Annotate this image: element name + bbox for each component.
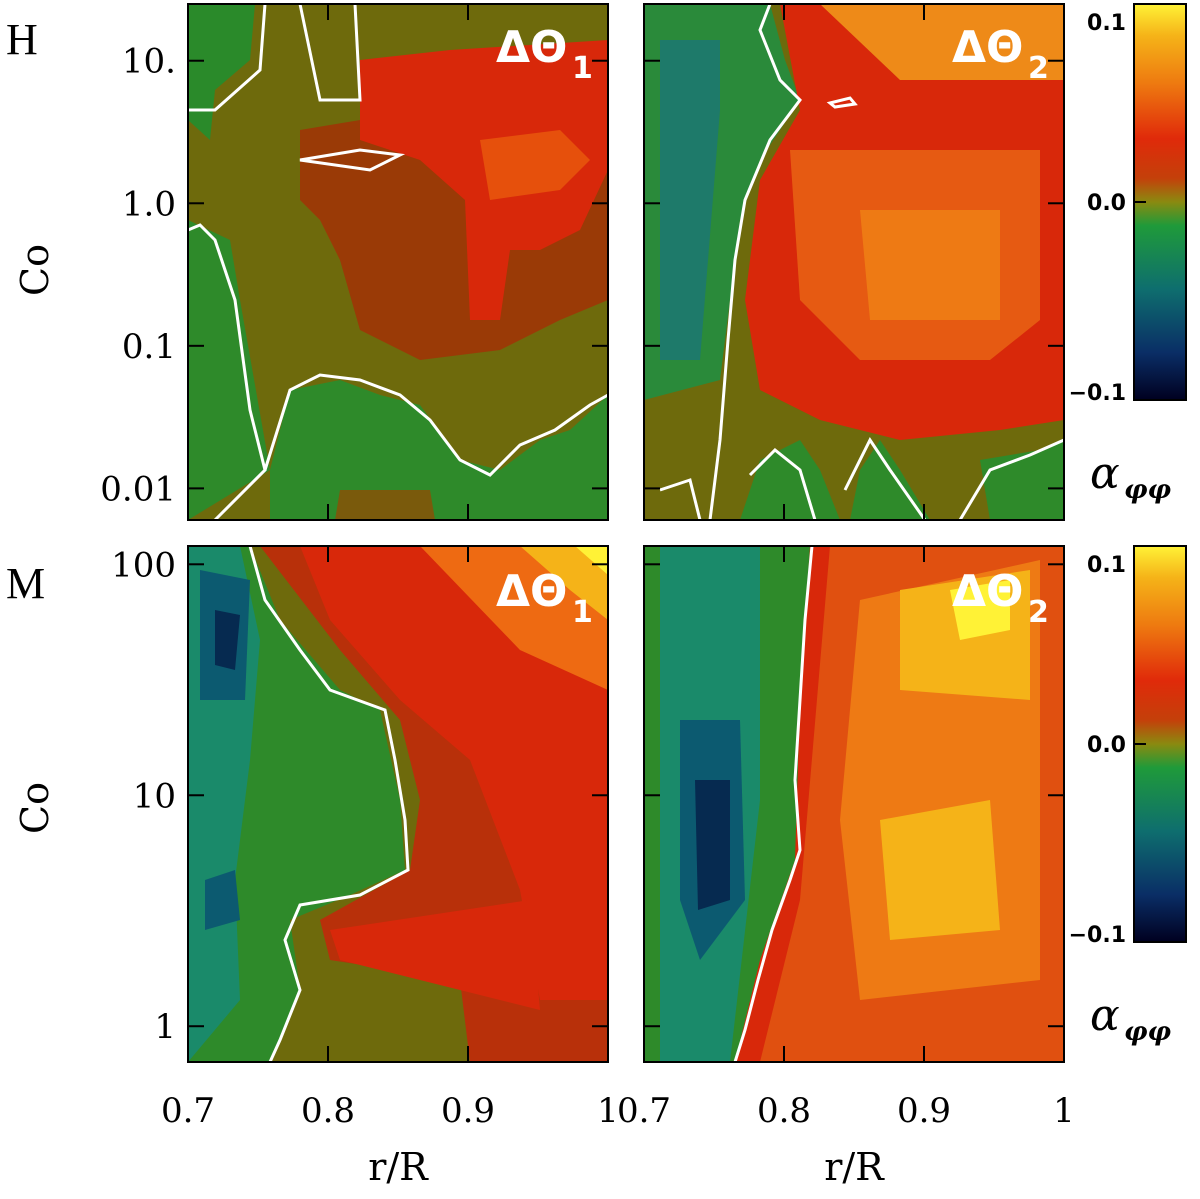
x-tick-label: 0.8 — [757, 1091, 811, 1131]
y-tick-label: 100 — [111, 545, 176, 585]
y-tick-label: 0.01 — [100, 469, 176, 509]
panel-H-right: ΔΘ 2 — [643, 3, 1065, 521]
y-tick-label: 10. — [122, 42, 176, 82]
contour-line — [187, 3, 609, 522]
panel-subscript: 2 — [1028, 51, 1049, 86]
colorbar-label-sub: φφ — [1124, 475, 1172, 505]
xlabel-left: r/R — [368, 1145, 429, 1189]
contour-region — [860, 210, 1000, 320]
y-tick-label: 0.1 — [122, 327, 176, 367]
ylabel-top: Co — [13, 244, 57, 296]
colorbar-label: α — [1090, 448, 1120, 499]
panel-H-left: ΔΘ 1 — [187, 3, 609, 522]
colorbar-tick-mid: 0.0 — [1087, 733, 1126, 758]
x-tick-label: 0.9 — [441, 1091, 495, 1131]
y-tick-label: 1.0 — [122, 184, 176, 224]
contour-region — [300, 546, 608, 1000]
y-axis-ticks: 0.01 0.1 1.0 10. 1 10 100 — [100, 42, 1064, 1047]
panel-frame — [643, 3, 1065, 521]
panel-title: ΔΘ — [496, 566, 567, 617]
panel-M-left: ΔΘ 1 — [187, 545, 609, 1063]
contour-region — [215, 610, 240, 670]
contour-region — [360, 40, 608, 320]
panel-subscript: 1 — [572, 51, 593, 86]
colorbar-label: α — [1090, 990, 1120, 1041]
contour-region — [188, 220, 270, 520]
colorbar-tick-mid: 0.0 — [1087, 191, 1126, 216]
contour-line — [248, 545, 410, 1063]
panel-subscript: 2 — [1028, 595, 1049, 630]
panel-M-right: ΔΘ 2 — [643, 545, 1065, 1063]
contour-line — [659, 3, 1065, 521]
contour-region — [270, 380, 608, 520]
xlabel-right: r/R — [824, 1145, 885, 1189]
panel-title: ΔΘ — [952, 566, 1023, 617]
contour-region — [520, 546, 608, 620]
contour-region — [188, 4, 255, 140]
x-axis-ticks: 0.7 0.8 0.9 10.7 0.8 0.9 1 — [161, 4, 1075, 1131]
x-tick-label: 1 — [1053, 1091, 1075, 1131]
contour-region — [980, 440, 1064, 520]
x-tick-label: 0.9 — [897, 1091, 951, 1131]
x-tick-label: 0.8 — [301, 1091, 355, 1131]
y-tick-label: 10 — [133, 776, 176, 816]
contour-region — [695, 780, 730, 910]
row-label-M: M — [6, 559, 45, 608]
colorbar-label-sub: φφ — [1124, 1017, 1172, 1047]
colorbar-top: 0.1 0.0 −0.1 α φφ — [1069, 3, 1187, 505]
contour-region — [950, 580, 1010, 640]
x-tick-label: 0.7 — [617, 1091, 671, 1131]
colorbar-tick-max: 0.1 — [1087, 11, 1126, 36]
contour-region — [335, 490, 435, 520]
x-tick-label: 1 — [597, 1091, 619, 1131]
panel-title: ΔΘ — [952, 22, 1023, 73]
contour-region — [660, 40, 720, 360]
x-tick-label: 0.7 — [161, 1091, 215, 1131]
colorbar-tick-min: −0.1 — [1069, 381, 1126, 406]
panel-frame — [187, 3, 609, 521]
panel-title: ΔΘ — [496, 22, 567, 73]
panel-frame — [643, 545, 1065, 1063]
ylabel-bottom: Co — [13, 782, 57, 834]
row-label-H: H — [6, 15, 38, 64]
contour-region — [880, 800, 1000, 940]
colorbar-tick-min: −0.1 — [1069, 923, 1126, 948]
contour-region — [575, 546, 608, 575]
contour-region — [820, 4, 1064, 80]
colorbar-bottom: 0.1 0.0 −0.1 α φφ — [1069, 545, 1187, 1047]
panel-frame — [187, 545, 609, 1063]
y-tick-label: 1 — [154, 1007, 176, 1047]
contour-region — [480, 130, 590, 200]
contour-region — [330, 900, 540, 1010]
contour-line — [733, 545, 814, 1063]
contour-region — [205, 870, 240, 930]
colorbar-tick-max: 0.1 — [1087, 553, 1126, 578]
panel-subscript: 1 — [572, 595, 593, 630]
